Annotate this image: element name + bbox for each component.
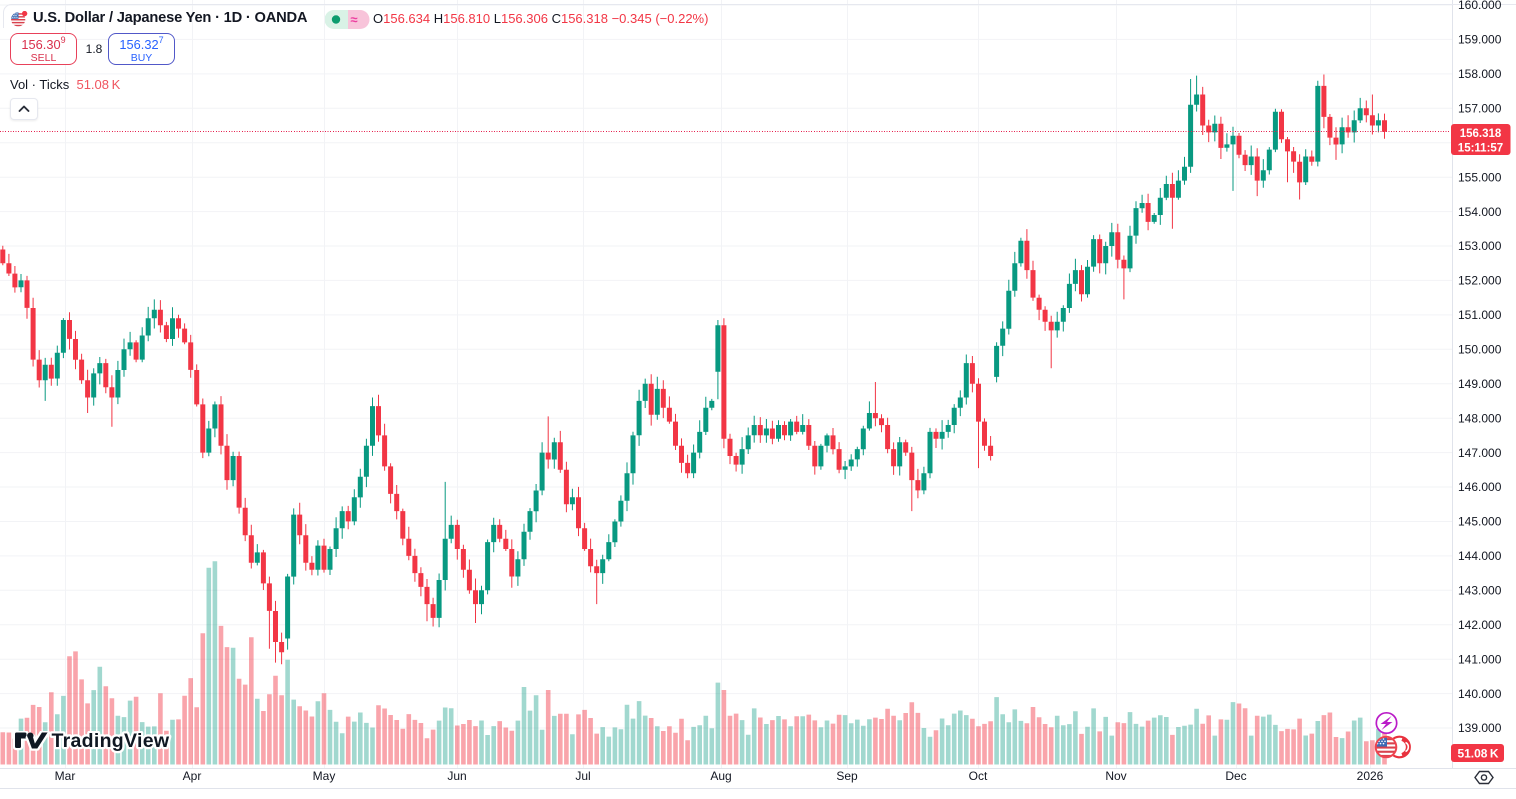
svg-text:154.000: 154.000 <box>1458 205 1502 219</box>
svg-text:157.000: 157.000 <box>1458 102 1502 116</box>
svg-text:Apr: Apr <box>183 769 202 783</box>
svg-text:Mar: Mar <box>55 769 76 783</box>
svg-text:150.000: 150.000 <box>1458 343 1502 357</box>
svg-text:≈: ≈ <box>350 12 357 27</box>
svg-text:Oct: Oct <box>969 769 988 783</box>
svg-text:149.000: 149.000 <box>1458 377 1502 391</box>
svg-text:May: May <box>313 769 336 783</box>
svg-text:141.000: 141.000 <box>1458 652 1502 666</box>
svg-text:Jul: Jul <box>575 769 590 783</box>
svg-text:Nov: Nov <box>1105 769 1126 783</box>
svg-text:156.318: 156.318 <box>1460 128 1502 140</box>
svg-text:160.000: 160.000 <box>1458 0 1502 12</box>
svg-text:158.000: 158.000 <box>1458 67 1502 81</box>
svg-text:2026: 2026 <box>1357 769 1384 783</box>
svg-text:148.000: 148.000 <box>1458 411 1502 425</box>
svg-text:TradingView: TradingView <box>52 731 170 752</box>
svg-text:143.000: 143.000 <box>1458 584 1502 598</box>
svg-text:155.000: 155.000 <box>1458 170 1502 184</box>
svg-text:152.000: 152.000 <box>1458 274 1502 288</box>
svg-text:Jun: Jun <box>447 769 466 783</box>
svg-text:51.08 K: 51.08 K <box>1457 747 1498 761</box>
svg-text:144.000: 144.000 <box>1458 549 1502 563</box>
svg-text:146.000: 146.000 <box>1458 480 1502 494</box>
svg-text:151.000: 151.000 <box>1458 308 1502 322</box>
svg-text:140.000: 140.000 <box>1458 687 1502 701</box>
svg-text:153.000: 153.000 <box>1458 239 1502 253</box>
svg-text:159.000: 159.000 <box>1458 33 1502 47</box>
svg-text:Sep: Sep <box>836 769 858 783</box>
svg-text:15:11:57: 15:11:57 <box>1458 142 1503 154</box>
svg-text:147.000: 147.000 <box>1458 446 1502 460</box>
svg-text:Dec: Dec <box>1225 769 1246 783</box>
svg-text:142.000: 142.000 <box>1458 618 1502 632</box>
svg-text:Aug: Aug <box>710 769 731 783</box>
svg-text:139.000: 139.000 <box>1458 721 1502 735</box>
svg-text:145.000: 145.000 <box>1458 515 1502 529</box>
